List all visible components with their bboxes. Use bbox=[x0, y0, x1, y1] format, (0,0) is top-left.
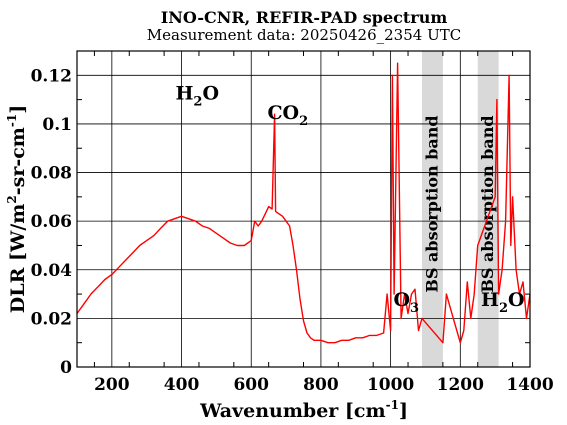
x-axis-label-end: ] bbox=[399, 400, 408, 422]
y-axis-label-sup1: 2 bbox=[5, 195, 19, 203]
molecule-label-3: H2O bbox=[481, 289, 525, 316]
x-axis-label-main: Wavenumber [cm bbox=[199, 400, 386, 422]
y-tick-label-3: 0.06 bbox=[31, 212, 72, 232]
x-tick-label-4: 1000 bbox=[367, 375, 414, 395]
series-line-0 bbox=[76, 62, 531, 344]
x-tick-label-5: 1200 bbox=[437, 375, 484, 395]
y-axis-label-main: DLR [W/m bbox=[7, 204, 29, 314]
molecule-label-1: CO2 bbox=[267, 102, 308, 129]
axis-ticks: 200 400 600 800 1000 1200 1400 0 0.02 0.04 0.06 0.0… bbox=[31, 51, 554, 395]
chart-title: INO-CNR, REFIR-PAD spectrum bbox=[161, 8, 448, 27]
x-axis-label-sup: -1 bbox=[386, 398, 399, 412]
x-tick-label-3: 800 bbox=[303, 375, 339, 395]
y-axis-label-end: ] bbox=[7, 105, 29, 114]
x-axis-label: Wavenumber [cm-1] bbox=[199, 398, 408, 422]
shaded-bands: BS absorption band BS absorption band bbox=[421, 51, 499, 367]
y-tick-label-1: 0.02 bbox=[31, 309, 72, 329]
y-tick-label-0: 0 bbox=[60, 358, 72, 378]
series-layer bbox=[76, 62, 531, 344]
y-axis-label: DLR [W/m2-sr-cm-1] bbox=[5, 105, 29, 313]
annotations: H2O CO2 O3 H2O bbox=[175, 83, 524, 317]
y-tick-label-6: 0.12 bbox=[31, 66, 72, 86]
shaded-band-1 bbox=[477, 51, 499, 367]
band-label-1: BS absorption band bbox=[478, 115, 497, 292]
x-tick-label-2: 600 bbox=[233, 375, 269, 395]
y-axis-label-mid: -sr-cm bbox=[7, 127, 29, 195]
y-tick-label-4: 0.08 bbox=[31, 164, 72, 184]
y-tick-label-2: 0.04 bbox=[31, 261, 73, 281]
molecule-label-2: O3 bbox=[393, 289, 419, 316]
y-tick-label-5: 0.1 bbox=[42, 115, 72, 135]
chart-subtitle: Measurement data: 20250426_2354 UTC bbox=[147, 26, 461, 44]
band-label-0: BS absorption band bbox=[422, 115, 441, 292]
x-tick-label-1: 400 bbox=[164, 375, 200, 395]
x-tick-label-0: 200 bbox=[94, 375, 130, 395]
plot-frame bbox=[76, 50, 531, 368]
y-axis-label-sup2: -1 bbox=[5, 114, 19, 127]
x-tick-label-6: 1400 bbox=[506, 375, 553, 395]
molecule-label-0: H2O bbox=[175, 83, 219, 110]
shaded-band-0 bbox=[421, 51, 443, 367]
